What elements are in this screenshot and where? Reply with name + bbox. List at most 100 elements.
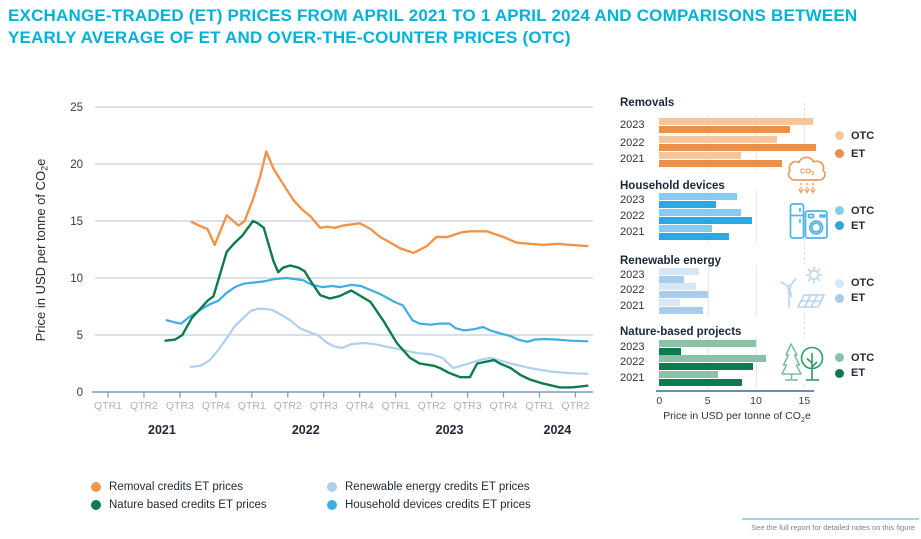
co2-removal-cloud-icon: CO2	[780, 149, 838, 206]
bar-removals-2021-et	[659, 159, 802, 167]
legend-dot	[91, 482, 101, 492]
bar-year-label: 2023	[620, 193, 645, 206]
bar-nature-based-projects-2023-otc	[659, 340, 756, 347]
legend-item-nature-based-credits-et-prices: Nature based credits ET prices	[91, 499, 267, 511]
legend-item-household-devices-credits-et-prices: Household devices credits ET prices	[327, 499, 531, 511]
gridline-x-15	[804, 115, 806, 170]
trees-icon	[780, 338, 826, 389]
bar-group-title-nature-based-projects: Nature-based projects	[620, 326, 742, 338]
gridline-15-dashed	[804, 103, 806, 389]
bar-legend-otc-nature-based-projects: OTC	[835, 352, 874, 364]
quarter-label: QTR4	[346, 400, 374, 412]
quarter-label: QTR1	[94, 400, 122, 412]
legend-label: ET	[851, 292, 866, 305]
quarter-label: QTR1	[525, 400, 553, 412]
bar-renewable-energy-2021-otc	[659, 299, 680, 306]
quarter-label: QTR1	[382, 400, 410, 412]
bar-chart-panel: Removals 2023 2022 2021 OTC ET CO2 Household de…	[620, 95, 920, 445]
bar-year-label: 2023	[620, 119, 645, 132]
y-axis-label: Price in USD per tonne of CO2e	[33, 159, 50, 342]
quarter-label: QTR2	[130, 400, 158, 412]
legend-dot	[835, 293, 844, 303]
bar-year-label: 2021	[620, 226, 645, 238]
figure-title-line1: EXCHANGE-TRADED (ET) PRICES FROM APRIL 2…	[8, 6, 858, 25]
bar-removals-2021-otc	[659, 151, 741, 159]
quarter-label: QTR4	[202, 400, 230, 412]
legend-dot	[327, 500, 337, 510]
quarter-label: QTR2	[418, 400, 446, 412]
y-tick-label: 10	[70, 273, 83, 285]
bar-year-label: 2022	[620, 284, 645, 297]
legend-label: OTC	[851, 204, 875, 217]
bar-group-title-removals: Removals	[620, 97, 675, 109]
figure-title-line2: YEARLY AVERAGE OF ET AND OVER-THE-COUNTE…	[8, 28, 571, 47]
y-tick-label: 15	[70, 216, 83, 228]
bar-renewable-energy-2021-et	[659, 306, 703, 314]
bar-x-axis-label: Price in USD per tonne of CO2e	[663, 410, 811, 425]
y-tick-label: 20	[70, 159, 83, 171]
year-label: 2021	[148, 423, 176, 437]
svg-text:CO2: CO2	[800, 167, 814, 178]
quarter-label: QTR2	[561, 400, 589, 412]
bar-nature-based-projects-2022-otc	[659, 355, 766, 363]
bar-year-label: 2021	[620, 300, 645, 312]
gridline-x-10	[756, 189, 757, 243]
bar-legend-et-household-devices: ET	[835, 220, 865, 232]
year-label: 2024	[544, 423, 572, 437]
legend-dot	[835, 221, 844, 231]
trees-icon	[780, 338, 826, 384]
bar-household-devices-2021-et	[659, 232, 729, 240]
legend-dot	[835, 131, 844, 141]
legend-dot	[835, 149, 844, 159]
legend-label: ET	[851, 147, 866, 160]
footnote-text: See the full report for detailed notes o…	[751, 523, 915, 532]
bar-legend-et-removals: ET	[835, 148, 865, 160]
wind-solar-icon	[776, 265, 828, 318]
bar-x-tick-label: 15	[798, 395, 811, 407]
bar-x-tick-label: 5	[704, 395, 711, 407]
legend-item-removal-credits-et-prices: Removal credits ET prices	[91, 481, 243, 493]
co2-removal-cloud-icon: CO2	[782, 151, 836, 199]
quarter-label: QTR3	[310, 400, 338, 412]
bar-nature-based-projects-2021-et	[659, 378, 743, 386]
bar-renewable-energy-2023-otc	[659, 268, 699, 276]
bar-year-label: 2021	[620, 152, 645, 165]
legend-label: OTC	[851, 351, 875, 364]
y-tick-label: 25	[70, 102, 83, 114]
legend-label: OTC	[851, 277, 875, 290]
quarter-label: QTR1	[238, 400, 266, 412]
gridline-x-5	[707, 265, 709, 317]
series-line-removal-credits-et-prices	[190, 150, 589, 255]
y-tick-label: 0	[77, 387, 83, 399]
series-line-household-devices-credits-et-prices	[165, 276, 589, 343]
bar-x-tick-label: 10	[750, 395, 762, 407]
gridline-x-5	[707, 189, 709, 243]
legend-dot	[835, 278, 844, 288]
bar-household-devices-2022-otc	[659, 209, 741, 217]
figure-title: EXCHANGE-TRADED (ET) PRICES FROM APRIL 2…	[8, 5, 916, 49]
bar-legend-otc-renewable-energy: OTC	[835, 277, 874, 289]
quarter-label: QTR3	[454, 400, 482, 412]
gridline-x-10	[756, 337, 757, 389]
bar-year-label: 2023	[620, 341, 645, 353]
bar-x-axis-line	[656, 390, 814, 392]
household-appliances-icon	[788, 198, 830, 247]
legend-label: ET	[851, 219, 866, 232]
bar-removals-2022-et	[659, 143, 816, 151]
y-tick-label: 5	[77, 330, 83, 342]
series-line-renewable-energy-credits-et-prices	[189, 307, 589, 375]
year-label: 2022	[292, 423, 320, 437]
footnote-divider	[742, 518, 919, 520]
bar-year-label: 2022	[620, 136, 645, 149]
legend-dot	[835, 206, 844, 216]
bar-renewable-energy-2022-et	[659, 291, 708, 299]
bar-x-tick-label: 0	[656, 395, 663, 407]
legend-label: Removal credits ET prices	[109, 481, 243, 493]
line-chart: 0 5 10 15 20 25 QTR1 QTR2 QTR3 QTR4 QTR1 QTR2 QTR3 QT…	[33, 102, 593, 437]
bar-household-devices-2021-otc	[659, 225, 713, 232]
bar-renewable-energy-2023-et	[659, 276, 685, 284]
gridline-x-10	[756, 265, 757, 317]
year-label: 2023	[436, 423, 464, 437]
legend-dot	[835, 353, 844, 362]
